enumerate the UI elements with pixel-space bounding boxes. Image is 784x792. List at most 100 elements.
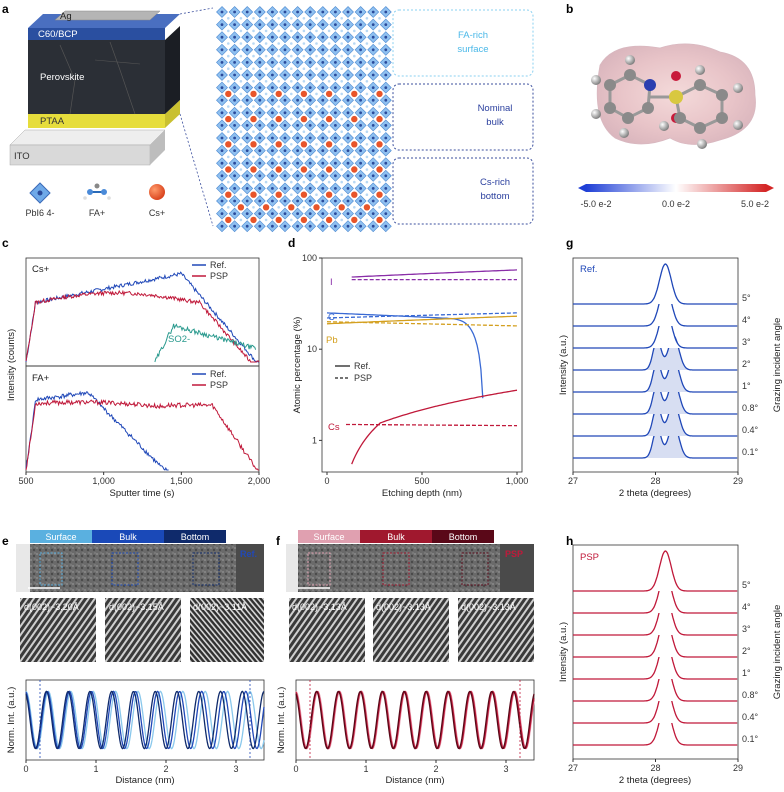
lattice-fa [302, 105, 306, 108]
lattice-fa [340, 67, 344, 70]
lattice-pb [245, 48, 249, 52]
lattice-pb [308, 111, 312, 115]
lattice-fa [340, 168, 344, 171]
xrd-fill [573, 617, 738, 657]
lattice-pb [359, 136, 362, 140]
panel-a-label: a [2, 2, 9, 16]
lattice-pb [384, 10, 388, 14]
lattice-pb [245, 224, 249, 228]
lattice-pb [220, 98, 224, 102]
lattice-pb [271, 136, 274, 140]
lattice-pb [271, 161, 274, 165]
xrd-angle-label: 3° [742, 624, 751, 634]
lattice-fa [239, 143, 243, 146]
lattice-fa [239, 155, 243, 159]
lattice-cs [250, 216, 257, 224]
xrd-fill [573, 573, 738, 613]
lattice-pb [384, 35, 388, 39]
lattice-fa [378, 42, 381, 45]
lattice-fa [227, 29, 230, 33]
lattice-pb [220, 35, 224, 39]
d-ytick-label: 10 [307, 344, 317, 354]
lattice-pb [220, 212, 224, 216]
lattice-fa [252, 80, 255, 83]
lattice-fa [239, 92, 243, 96]
lattice-pb [271, 149, 274, 153]
f-curves [295, 680, 535, 760]
lattice-cs [250, 141, 257, 148]
lattice-pb [271, 86, 274, 89]
lattice-fa [340, 130, 344, 133]
lattice-pb [321, 61, 325, 64]
lattice-pb [258, 136, 262, 140]
lattice-pb [321, 35, 325, 39]
lattice-fa [327, 29, 331, 33]
device-stack: Ag C60/BCP Perovskite PTAA ITO [9, 10, 180, 166]
lattice-fa [239, 54, 243, 58]
lattice-pb [283, 124, 287, 127]
panel-b: b [566, 2, 774, 209]
xrd-line [573, 307, 738, 349]
lattice-pb [308, 136, 312, 140]
lattice-pb [296, 187, 299, 190]
lattice-pb [334, 98, 337, 102]
lattice-pb [245, 23, 249, 26]
lattice-pb [334, 174, 337, 178]
lattice-fa [378, 206, 381, 209]
panel-e-label: e [2, 534, 9, 548]
lattice-cs [351, 115, 358, 123]
lattice-fa [365, 143, 369, 146]
region-surface: FA-rich surface [457, 30, 488, 55]
legend-fa: FA+ [89, 208, 105, 218]
c-so2-line [154, 323, 257, 363]
lattice-pb [359, 199, 362, 203]
lattice-fa [277, 54, 281, 58]
c-cs-ref-line [25, 271, 259, 363]
lattice-fa [264, 67, 268, 70]
lattice-pb [271, 61, 274, 64]
lattice-pb [321, 98, 325, 102]
lattice-pb [308, 124, 312, 127]
lattice-pb [359, 149, 362, 153]
lattice-pb [220, 149, 224, 153]
lattice-fa [290, 168, 293, 171]
lattice-fa [315, 54, 318, 58]
legend-pbi6: PbI6 4- [25, 208, 54, 218]
lattice-fa [277, 180, 281, 184]
lattice-fa [277, 206, 281, 209]
lattice-pb [321, 199, 325, 203]
lattice-pb [245, 149, 249, 153]
d-xtick-label: 0 [324, 476, 329, 486]
lattice-pb [371, 35, 375, 39]
layer-ito: ITO [14, 151, 30, 162]
lattice-fa [315, 193, 318, 196]
panel-c: c Cs+ FA+ SO2- Ref. PSP Ref. PSP 500 1,00… [2, 236, 270, 499]
c-legend-psp-2: PSP [210, 380, 228, 390]
lattice-fa [327, 67, 331, 70]
lattice-fa [365, 180, 369, 184]
lattice-pb [283, 212, 287, 216]
d-legend-psp: PSP [354, 373, 372, 383]
lattice-cs [351, 216, 358, 224]
lattice-fa [302, 54, 306, 58]
lattice-fa [290, 67, 293, 70]
panel-f: f Surface Bulk Bottom PSP d(002)~3.13Å d(0… [276, 530, 535, 786]
xrd-angle-label: 0.8° [742, 403, 759, 413]
lattice-pb [245, 86, 249, 89]
lattice-pb [233, 212, 237, 216]
lattice-fa [239, 168, 243, 171]
d-species-cs: Cs [328, 422, 340, 433]
lattice-fa [239, 80, 243, 83]
lattice-fa [277, 80, 281, 83]
xrd-angle-label: 0.1° [742, 447, 759, 457]
lattice-pb [334, 61, 337, 64]
h-curves: 0.1° 0.4° 0.8° 1° 2° 3° 4° 5° [573, 550, 759, 746]
lattice-pb [283, 10, 287, 14]
lattice-pb [308, 86, 312, 89]
xrd-line [573, 638, 738, 680]
d-xtick-label: 500 [414, 476, 429, 486]
lattice-fa [227, 80, 230, 83]
lattice-pb [220, 187, 224, 190]
lattice-fa [327, 42, 331, 45]
